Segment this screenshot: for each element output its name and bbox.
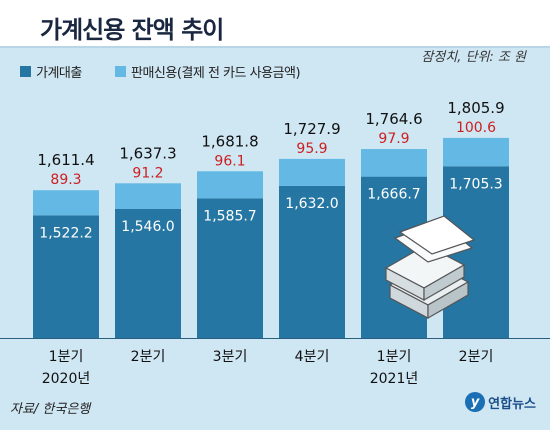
x-tick-label: 3분기 bbox=[213, 349, 248, 365]
title-bar: 가계신용 잔액 추이 bbox=[0, 0, 550, 46]
money-stack-illustration bbox=[384, 215, 476, 320]
bar-credit-sales bbox=[279, 158, 345, 186]
label-credit-sales: 89.3 bbox=[50, 172, 81, 188]
legend-label-loans: 가계대출 bbox=[36, 66, 82, 81]
label-total: 1,681.8 bbox=[201, 132, 258, 150]
legend-swatch-credit-sales bbox=[115, 66, 126, 77]
title-divider bbox=[0, 46, 550, 48]
logo-text: 연합뉴스 bbox=[488, 396, 536, 412]
x-year-label: 2020년 bbox=[42, 371, 91, 387]
label-credit-sales: 91.2 bbox=[132, 165, 163, 181]
label-total: 1,637.3 bbox=[119, 144, 176, 162]
label-loans: 1,546.0 bbox=[121, 219, 174, 235]
label-loans: 1,522.2 bbox=[39, 225, 92, 241]
label-total: 1,727.9 bbox=[283, 120, 340, 138]
label-loans: 1,705.3 bbox=[449, 176, 502, 192]
bar-loans bbox=[115, 209, 181, 338]
bar-credit-sales bbox=[443, 137, 509, 167]
x-tick-label: 1분기 bbox=[49, 349, 84, 365]
bar-loans bbox=[197, 198, 263, 338]
label-total: 1,764.6 bbox=[365, 110, 422, 128]
unit-note: 잠정치, 단위: 조 원 bbox=[421, 50, 526, 65]
label-credit-sales: 97.9 bbox=[378, 131, 409, 147]
label-loans: 1,632.0 bbox=[285, 196, 338, 212]
legend-label-credit-sales: 판매신용(결제 전 카드 사용금액) bbox=[131, 66, 301, 81]
label-loans: 1,666.7 bbox=[367, 187, 420, 203]
x-tick-label: 2분기 bbox=[131, 349, 166, 365]
x-year-label: 2021년 bbox=[370, 371, 419, 387]
logo-mark-icon: y bbox=[465, 392, 486, 412]
legend-item-credit-sales: 판매신용(결제 전 카드 사용금액) bbox=[115, 62, 301, 81]
label-credit-sales: 100.6 bbox=[456, 120, 496, 136]
yonhap-logo: y 연합뉴스 bbox=[465, 392, 536, 412]
bar-credit-sales bbox=[197, 171, 263, 199]
x-tick-label: 2분기 bbox=[459, 349, 494, 365]
chart-title: 가계신용 잔액 추이 bbox=[40, 16, 224, 44]
x-tick-label: 4분기 bbox=[295, 349, 330, 365]
label-credit-sales: 95.9 bbox=[296, 141, 327, 157]
bar-loans bbox=[33, 215, 99, 338]
legend-swatch-loans bbox=[20, 66, 31, 77]
label-credit-sales: 96.1 bbox=[214, 153, 245, 169]
bar-credit-sales bbox=[33, 190, 99, 216]
label-total: 1,805.9 bbox=[447, 99, 504, 117]
bar-loans bbox=[279, 185, 345, 338]
x-tick-label: 1분기 bbox=[377, 349, 412, 365]
legend-item-loans: 가계대출 bbox=[20, 62, 82, 81]
source-note: 자료/ 한국은행 bbox=[10, 402, 91, 417]
label-loans: 1,585.7 bbox=[203, 208, 256, 224]
bar-credit-sales bbox=[115, 183, 181, 209]
label-total: 1,611.4 bbox=[37, 151, 94, 169]
bar-credit-sales bbox=[361, 149, 427, 177]
